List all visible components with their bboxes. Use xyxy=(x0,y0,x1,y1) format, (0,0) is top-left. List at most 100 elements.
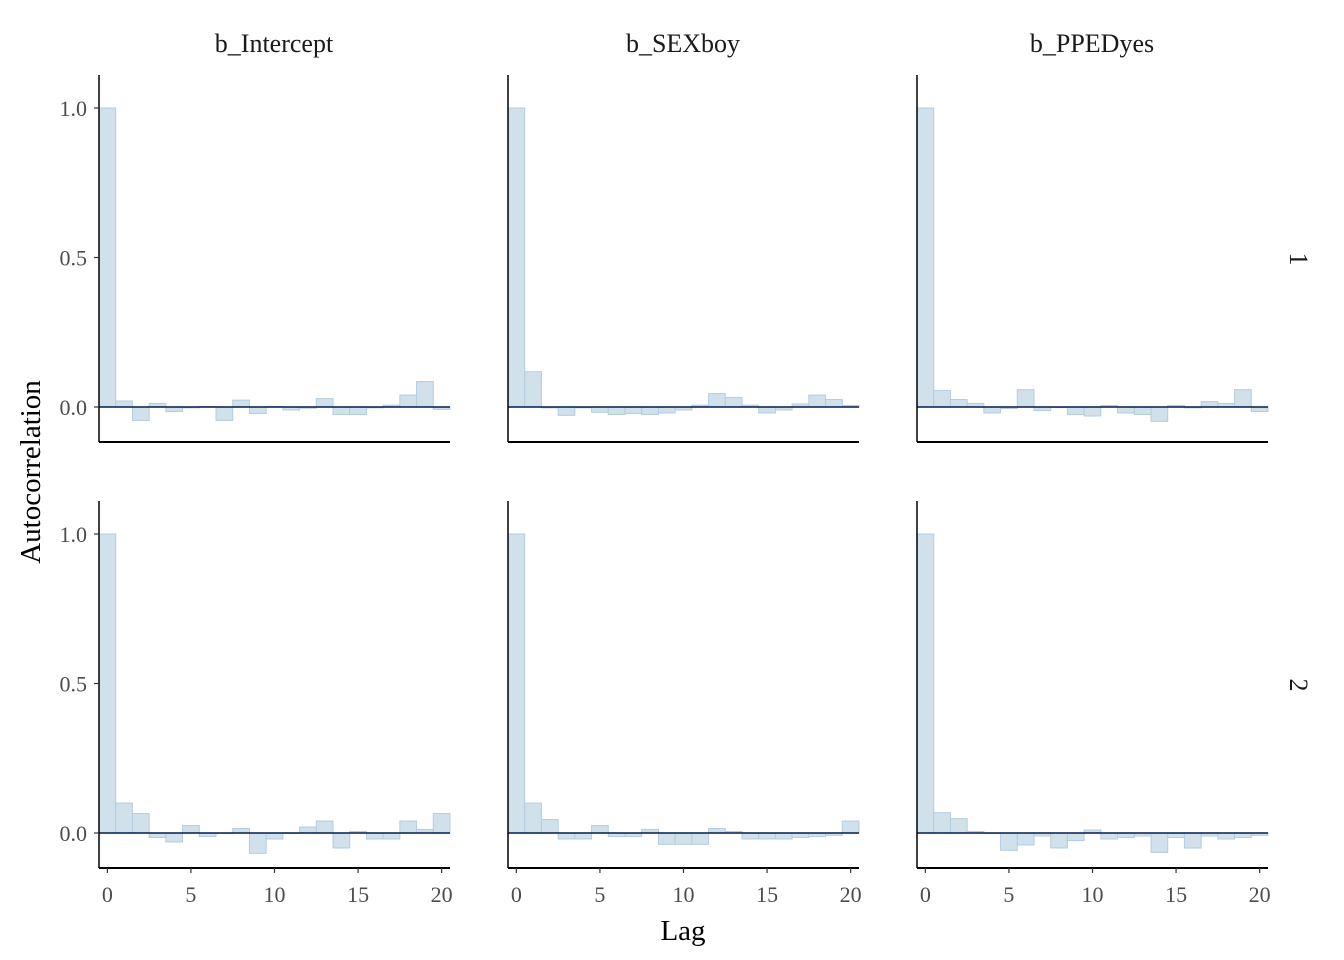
acf-bar-lag-7 xyxy=(215,406,234,421)
acf-bar-lag-14 xyxy=(1150,406,1169,422)
acf-bar-lag-2 xyxy=(949,818,968,834)
acf-bar-lag-4 xyxy=(983,406,1002,414)
acf-bar-lag-12 xyxy=(1117,406,1135,414)
acf-bar-lag-8 xyxy=(1050,832,1068,849)
y-tick-label: 0.5 xyxy=(60,246,88,271)
acf-bar-lag-14 xyxy=(1150,832,1169,853)
acf-bar-lag-10 xyxy=(265,832,284,840)
acf-bar-lag-0 xyxy=(507,533,526,834)
acf-bar-lag-0 xyxy=(916,533,935,834)
acf-bar-lag-12 xyxy=(708,393,726,408)
y-axis-title: Autocorrelation xyxy=(15,380,47,564)
acf-bar-lag-2 xyxy=(131,813,150,834)
y-tick-label: 1.0 xyxy=(60,96,88,121)
acf-bar-lag-20 xyxy=(841,820,860,834)
acf-bar-lag-15 xyxy=(349,406,367,415)
acf-bar-lag-18 xyxy=(1217,832,1236,840)
acf-bar-lag-8 xyxy=(232,399,250,408)
y-tick-label: 0.5 xyxy=(60,672,88,697)
x-tick-label: 10 xyxy=(673,882,695,907)
panel-b-sexboy-row-1 xyxy=(507,75,860,443)
panel-b-sexboy-row-2: 0 5 10 15 20 xyxy=(507,501,862,907)
acf-bar-lag-0 xyxy=(98,107,117,408)
column-title-b-intercept: b_Intercept xyxy=(215,29,334,58)
acf-bar-lag-20 xyxy=(432,813,451,834)
acf-bar-lag-9 xyxy=(657,406,676,414)
acf-bar-lag-4 xyxy=(574,832,593,840)
x-tick-label: 15 xyxy=(756,882,778,907)
acf-bar-lag-1 xyxy=(933,390,951,408)
acf-bar-lag-14 xyxy=(741,832,760,840)
x-tick-label: 0 xyxy=(102,882,113,907)
acf-bar-lag-9 xyxy=(248,832,267,854)
column-title-b-sexboy: b_SEXboy xyxy=(626,29,740,58)
column-title-b-ppedyes: b_PPEDyes xyxy=(1030,29,1154,58)
acf-bar-lag-17 xyxy=(382,832,401,840)
x-tick-label: 5 xyxy=(1003,882,1014,907)
x-tick-label: 20 xyxy=(431,882,453,907)
acf-bar-lag-2 xyxy=(949,399,968,408)
acf-bar-lag-15 xyxy=(758,832,776,840)
x-axis-title: Lag xyxy=(660,915,705,947)
acf-bar-lag-14 xyxy=(332,406,351,415)
acf-bar-lag-16 xyxy=(1183,832,1202,849)
panels-group: 0.0 0.5 1.0 0.0 0.5 1.0 0 5 10 15 20 0 5 10 15 20 0 5 10 15… xyxy=(60,75,1271,907)
acf-bar-lag-13 xyxy=(1133,406,1152,415)
acf-bar-lag-13 xyxy=(724,396,743,408)
acf-bar-lag-6 xyxy=(1016,832,1035,846)
row-label-2: 2 xyxy=(1284,679,1313,692)
x-tick-label: 5 xyxy=(185,882,196,907)
acf-bar-lag-10 xyxy=(674,832,693,845)
acf-bar-lag-10 xyxy=(1083,406,1102,417)
y-tick-label: 1.0 xyxy=(60,522,88,547)
acf-bar-lag-9 xyxy=(657,832,676,845)
x-tick-label: 15 xyxy=(1165,882,1187,907)
y-tick-label: 0.0 xyxy=(60,395,88,420)
acf-bar-lag-8 xyxy=(641,406,659,415)
acf-bar-lag-3 xyxy=(557,406,576,416)
panel-b-intercept-row-1: 0.0 0.5 1.0 xyxy=(60,75,451,443)
acf-bar-lag-9 xyxy=(1066,406,1085,415)
acf-bar-lag-0 xyxy=(507,107,526,408)
acf-bar-lag-5 xyxy=(182,825,200,834)
acf-bar-lag-9 xyxy=(1066,832,1085,841)
acf-bar-lag-11 xyxy=(1100,832,1119,840)
acf-bar-lag-1 xyxy=(524,371,542,408)
acf-bar-lag-6 xyxy=(607,406,626,415)
acf-bar-lag-4 xyxy=(165,832,184,843)
acf-bar-lag-16 xyxy=(365,832,384,840)
acf-bar-lag-2 xyxy=(131,406,150,421)
acf-bar-lag-18 xyxy=(399,394,418,408)
acf-bar-lag-3 xyxy=(557,832,576,840)
acf-bar-lag-5 xyxy=(1000,832,1018,851)
x-tick-label: 20 xyxy=(1249,882,1271,907)
acf-bar-lag-13 xyxy=(315,398,334,408)
acf-bar-lag-19 xyxy=(1234,389,1252,408)
x-tick-label: 10 xyxy=(1082,882,1104,907)
acf-bar-lag-6 xyxy=(1016,389,1035,408)
acf-bar-lag-13 xyxy=(315,820,334,834)
x-tick-label: 0 xyxy=(920,882,931,907)
x-tick-label: 10 xyxy=(264,882,286,907)
acf-bar-lag-16 xyxy=(774,832,793,840)
x-tick-label: 5 xyxy=(594,882,605,907)
acf-bar-lag-0 xyxy=(916,107,935,408)
panel-b-intercept-row-2: 0.0 0.5 1.0 0 5 10 15 20 xyxy=(60,501,453,907)
acf-bar-lag-15 xyxy=(758,406,776,414)
acf-bar-lag-0 xyxy=(98,533,117,834)
x-tick-label: 0 xyxy=(511,882,522,907)
acf-bar-lag-12 xyxy=(299,826,317,834)
acf-bar-lag-18 xyxy=(808,394,827,408)
acf-bar-lag-19 xyxy=(416,381,434,408)
acf-bar-lag-17 xyxy=(1200,401,1219,408)
row-label-1: 1 xyxy=(1284,253,1313,266)
x-tick-label: 15 xyxy=(347,882,369,907)
acf-bar-lag-1 xyxy=(933,812,951,834)
y-tick-label: 0.0 xyxy=(60,821,88,846)
acf-bar-lag-19 xyxy=(825,399,843,408)
acf-bar-lag-18 xyxy=(399,820,418,834)
acf-bar-lag-2 xyxy=(540,819,559,834)
panel-b-ppedyes-row-2: 0 5 10 15 20 xyxy=(916,501,1271,907)
acf-bar-lag-5 xyxy=(591,406,609,413)
